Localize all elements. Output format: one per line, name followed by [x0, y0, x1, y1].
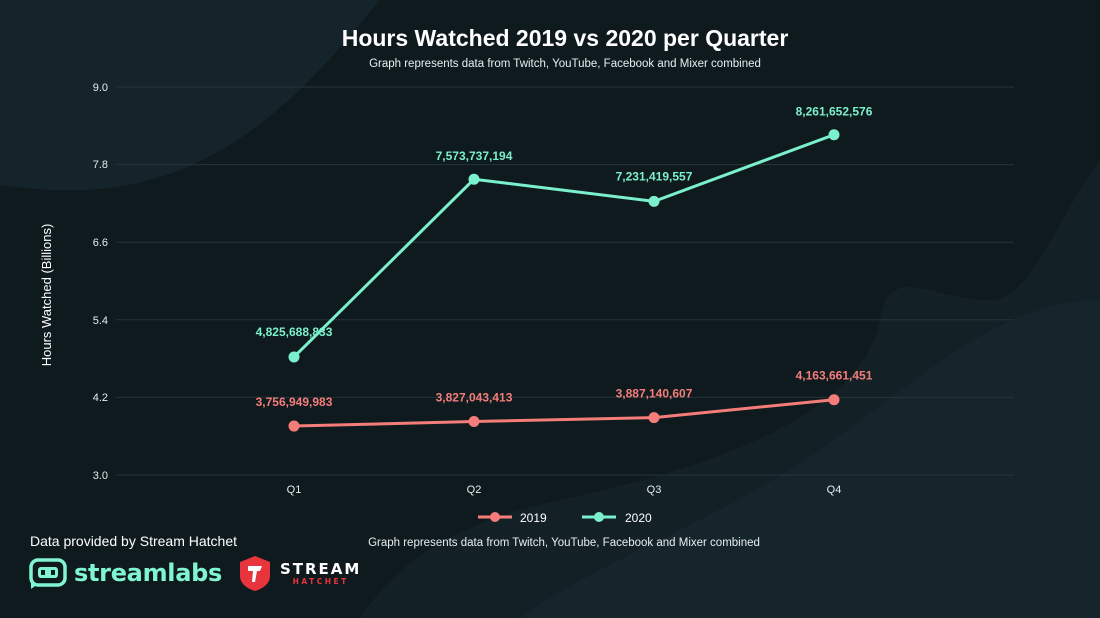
legend: 2019 2020 — [478, 511, 652, 525]
data-label-2020-Q3: 7,231,419,557 — [616, 169, 693, 183]
data-label-2019-Q3: 3,887,140,607 — [616, 387, 693, 401]
chart-footnote: Graph represents data from Twitch, YouTu… — [368, 537, 760, 549]
x-tick-label: Q3 — [647, 484, 662, 496]
y-tick-label: 4.2 — [93, 392, 108, 404]
legend-marker-2020 — [594, 512, 604, 522]
legend-label-2020: 2020 — [625, 511, 652, 525]
series-line-2020 — [292, 133, 835, 359]
data-point-2020-Q4 — [828, 129, 840, 141]
data-point-2019-Q3 — [648, 412, 660, 424]
streamlabs-wordmark: streamlabs — [74, 559, 222, 587]
x-tick-label: Q2 — [467, 484, 482, 496]
legend-marker-2019 — [490, 512, 500, 522]
data-point-2020-Q3 — [648, 195, 660, 207]
series-layer: 3,756,949,983 3,827,043,413 3,887,140,607 4… — [256, 105, 873, 432]
data-point-2019-Q2 — [468, 416, 480, 428]
data-label-2020-Q1: 4,825,688,833 — [256, 325, 333, 339]
data-point-2020-Q1 — [288, 351, 300, 363]
y-tick-label: 3.0 — [93, 470, 108, 482]
data-label-2020-Q4: 8,261,652,576 — [796, 105, 873, 119]
data-point-2019-Q4 — [828, 394, 840, 406]
x-tick-label: Q4 — [827, 484, 842, 496]
series-line-2019 — [293, 398, 835, 428]
y-tick-label: 5.4 — [93, 315, 108, 327]
x-tick-label: Q1 — [287, 484, 302, 496]
chart-subtitle: Graph represents data from Twitch, YouTu… — [369, 58, 761, 70]
data-credit: Data provided by Stream Hatchet — [30, 533, 237, 549]
stream-hatchet-wordmark-top: STREAM — [279, 559, 362, 578]
data-label-2019-Q4: 4,163,661,451 — [796, 369, 873, 383]
y-tick-label: 9.0 — [93, 82, 108, 94]
data-label-2019-Q2: 3,827,043,413 — [436, 391, 513, 405]
chart-title: Hours Watched 2019 vs 2020 per Quarter — [342, 25, 789, 51]
streamlabs-logo-icon — [29, 558, 67, 589]
legend-label-2019: 2019 — [520, 511, 547, 525]
y-axis-label: Hours Watched (Billions) — [39, 224, 54, 367]
data-point-2020-Q2 — [468, 173, 480, 185]
grid-layer — [116, 86, 1014, 476]
y-tick-label: 6.6 — [93, 237, 108, 249]
stream-hatchet-logo: STREAM HATCHET — [236, 554, 361, 592]
data-label-2020-Q2: 7,573,737,194 — [436, 149, 513, 163]
stream-hatchet-icon — [239, 556, 270, 591]
brand-logos: streamlabs STREAM HATCHET — [28, 553, 361, 593]
y-tick-label: 7.8 — [93, 159, 108, 171]
data-label-2019-Q1: 3,756,949,983 — [256, 395, 333, 409]
stream-hatchet-wordmark-bottom: HATCHET — [292, 576, 349, 586]
data-point-2019-Q1 — [288, 420, 300, 432]
